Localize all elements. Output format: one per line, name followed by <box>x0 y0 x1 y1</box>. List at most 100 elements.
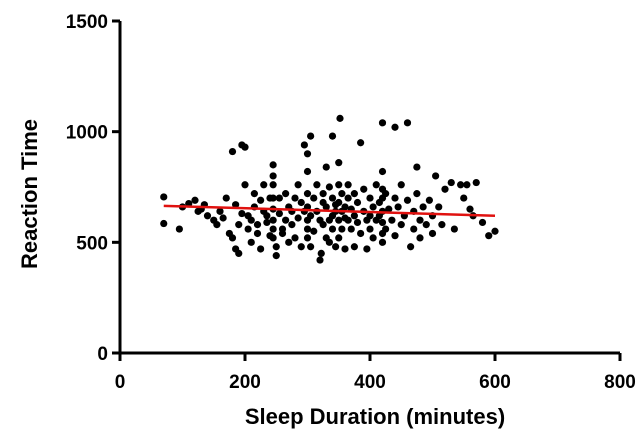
data-point <box>336 114 344 122</box>
data-point <box>491 227 499 235</box>
data-point <box>260 181 268 189</box>
x-ticks: 0 200 400 600 800 <box>115 353 636 393</box>
data-point <box>219 214 227 222</box>
data-point <box>160 219 168 228</box>
y-ticks: 0 500 1000 1500 <box>66 12 120 365</box>
data-point <box>160 193 168 201</box>
data-point <box>394 203 402 211</box>
data-point <box>269 234 277 242</box>
data-point <box>397 181 405 189</box>
data-point <box>310 227 318 235</box>
data-point <box>291 194 299 202</box>
data-point <box>269 225 277 233</box>
data-point <box>422 221 430 229</box>
data-point <box>391 194 399 202</box>
data-points <box>160 114 499 264</box>
data-point <box>303 234 312 242</box>
data-point <box>228 234 237 242</box>
data-point <box>272 243 280 251</box>
data-point <box>228 147 237 156</box>
data-point <box>441 185 449 193</box>
data-point <box>353 218 362 227</box>
data-point <box>341 245 349 253</box>
data-point <box>316 256 324 264</box>
data-point <box>325 183 333 191</box>
data-point <box>303 225 312 233</box>
data-point <box>425 196 433 204</box>
data-point <box>278 229 287 238</box>
regression-line <box>163 204 496 218</box>
data-point <box>463 181 471 189</box>
y-tick-label: 0 <box>97 344 108 365</box>
y-axis-title: Reaction Time <box>17 119 42 269</box>
data-point <box>413 163 421 171</box>
data-point <box>303 203 312 211</box>
data-point <box>328 194 337 202</box>
data-point <box>247 238 255 246</box>
data-point <box>416 216 424 224</box>
data-point <box>175 225 183 233</box>
data-point <box>403 196 412 204</box>
y-tick-label: 1500 <box>66 12 108 33</box>
data-point <box>363 245 371 253</box>
data-point <box>350 243 358 251</box>
data-point <box>285 238 293 246</box>
data-point <box>369 203 377 211</box>
data-point <box>335 159 343 167</box>
data-point <box>397 221 405 229</box>
data-point <box>238 209 246 218</box>
data-point <box>378 167 387 176</box>
data-point <box>335 198 343 207</box>
data-point <box>222 194 230 202</box>
data-point <box>478 218 487 227</box>
data-point <box>410 225 418 233</box>
data-point <box>325 238 333 246</box>
data-point <box>263 212 271 220</box>
data-point <box>341 203 349 211</box>
data-point <box>257 196 265 204</box>
data-point <box>366 212 374 220</box>
data-point <box>319 190 327 198</box>
x-tick-label: 800 <box>604 372 636 393</box>
data-point <box>332 243 340 251</box>
data-point <box>244 225 252 233</box>
data-point <box>357 229 365 238</box>
data-point <box>307 243 315 251</box>
data-point <box>322 163 330 171</box>
data-point <box>357 139 365 147</box>
data-point <box>288 221 296 229</box>
x-tick-label: 0 <box>115 372 126 393</box>
data-point <box>328 132 337 140</box>
data-point <box>360 185 368 193</box>
data-point <box>269 194 277 202</box>
data-point <box>269 216 277 224</box>
data-point <box>275 209 283 218</box>
data-point <box>317 249 325 257</box>
data-point <box>432 172 440 180</box>
data-point <box>391 232 399 240</box>
x-tick-label: 600 <box>479 372 511 393</box>
data-point <box>294 214 302 222</box>
data-point <box>378 218 387 227</box>
data-point <box>241 143 249 151</box>
data-point <box>235 249 243 257</box>
data-point <box>435 203 443 211</box>
data-point <box>385 205 393 213</box>
data-point <box>213 221 221 229</box>
data-point <box>322 203 330 211</box>
data-point <box>447 178 455 187</box>
data-point <box>307 212 315 220</box>
data-point <box>450 225 458 233</box>
fit-line-layer <box>163 204 496 218</box>
data-point <box>294 181 302 189</box>
data-point <box>313 181 321 189</box>
data-point <box>378 119 387 127</box>
data-point <box>241 181 249 189</box>
data-point <box>335 216 343 224</box>
data-point <box>388 216 396 224</box>
data-point <box>310 194 318 202</box>
data-point <box>350 212 358 220</box>
data-point <box>366 225 374 233</box>
data-point <box>419 203 427 211</box>
